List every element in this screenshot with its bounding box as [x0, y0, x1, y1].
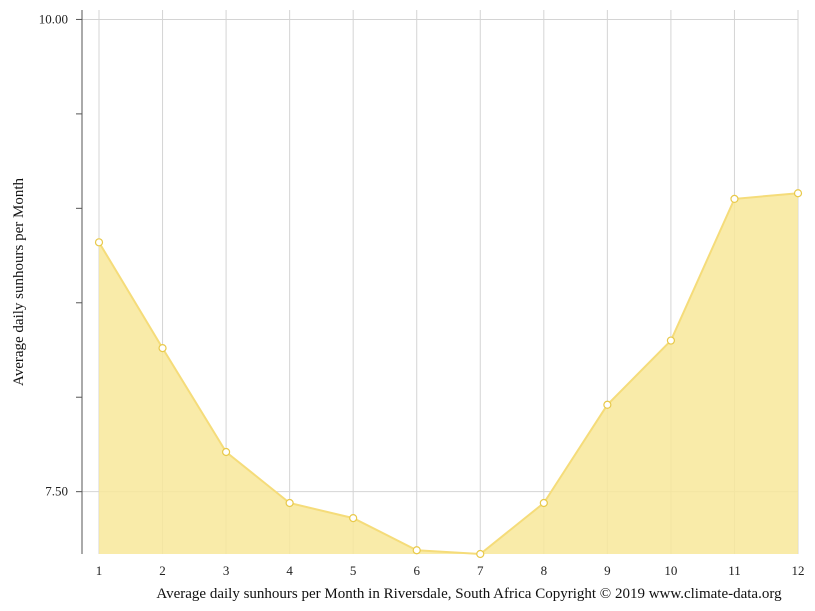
data-points [94, 189, 803, 559]
data-point-8 [539, 498, 548, 508]
data-point-10 [666, 336, 676, 345]
data-point-3 [221, 447, 231, 457]
axes [76, 10, 83, 554]
x-tick-label-4: 4 [286, 563, 293, 578]
y-tick-label: 10.00 [39, 11, 68, 26]
x-tick-label-10: 10 [664, 563, 677, 578]
data-point-12 [793, 189, 803, 198]
x-tick-label-12: 12 [792, 563, 805, 578]
data-point-4 [285, 498, 294, 508]
x-tick-label-9: 9 [604, 563, 611, 578]
x-tick-label-11: 11 [728, 563, 741, 578]
y-tick-labels: 7.50 10.00 [39, 11, 68, 498]
data-point-2 [158, 344, 167, 353]
x-tick-label-8: 8 [541, 563, 548, 578]
x-axis-title: Average daily sunhours per Month in Rive… [156, 586, 782, 602]
data-point-9 [603, 400, 612, 409]
x-tick-label-7: 7 [477, 563, 484, 578]
x-tick-labels: 1 2 3 4 5 6 7 8 9 10 11 12 [96, 563, 805, 578]
data-point-5 [349, 514, 358, 523]
sunhours-line [98, 192, 799, 556]
y-tick-label: 7.50 [45, 484, 68, 499]
data-point-6 [412, 546, 421, 555]
data-point-1 [94, 238, 104, 247]
data-point-7 [476, 549, 485, 559]
x-tick-label-5: 5 [350, 563, 357, 578]
x-tick-label-1: 1 [96, 563, 103, 578]
x-tick-label-6: 6 [413, 563, 420, 578]
x-tick-label-3: 3 [223, 563, 230, 578]
sunhours-area [99, 193, 798, 554]
x-tick-label-2: 2 [159, 563, 166, 578]
y-axis-title: Average daily sunhours per Month [11, 178, 27, 387]
data-point-11 [730, 194, 739, 203]
